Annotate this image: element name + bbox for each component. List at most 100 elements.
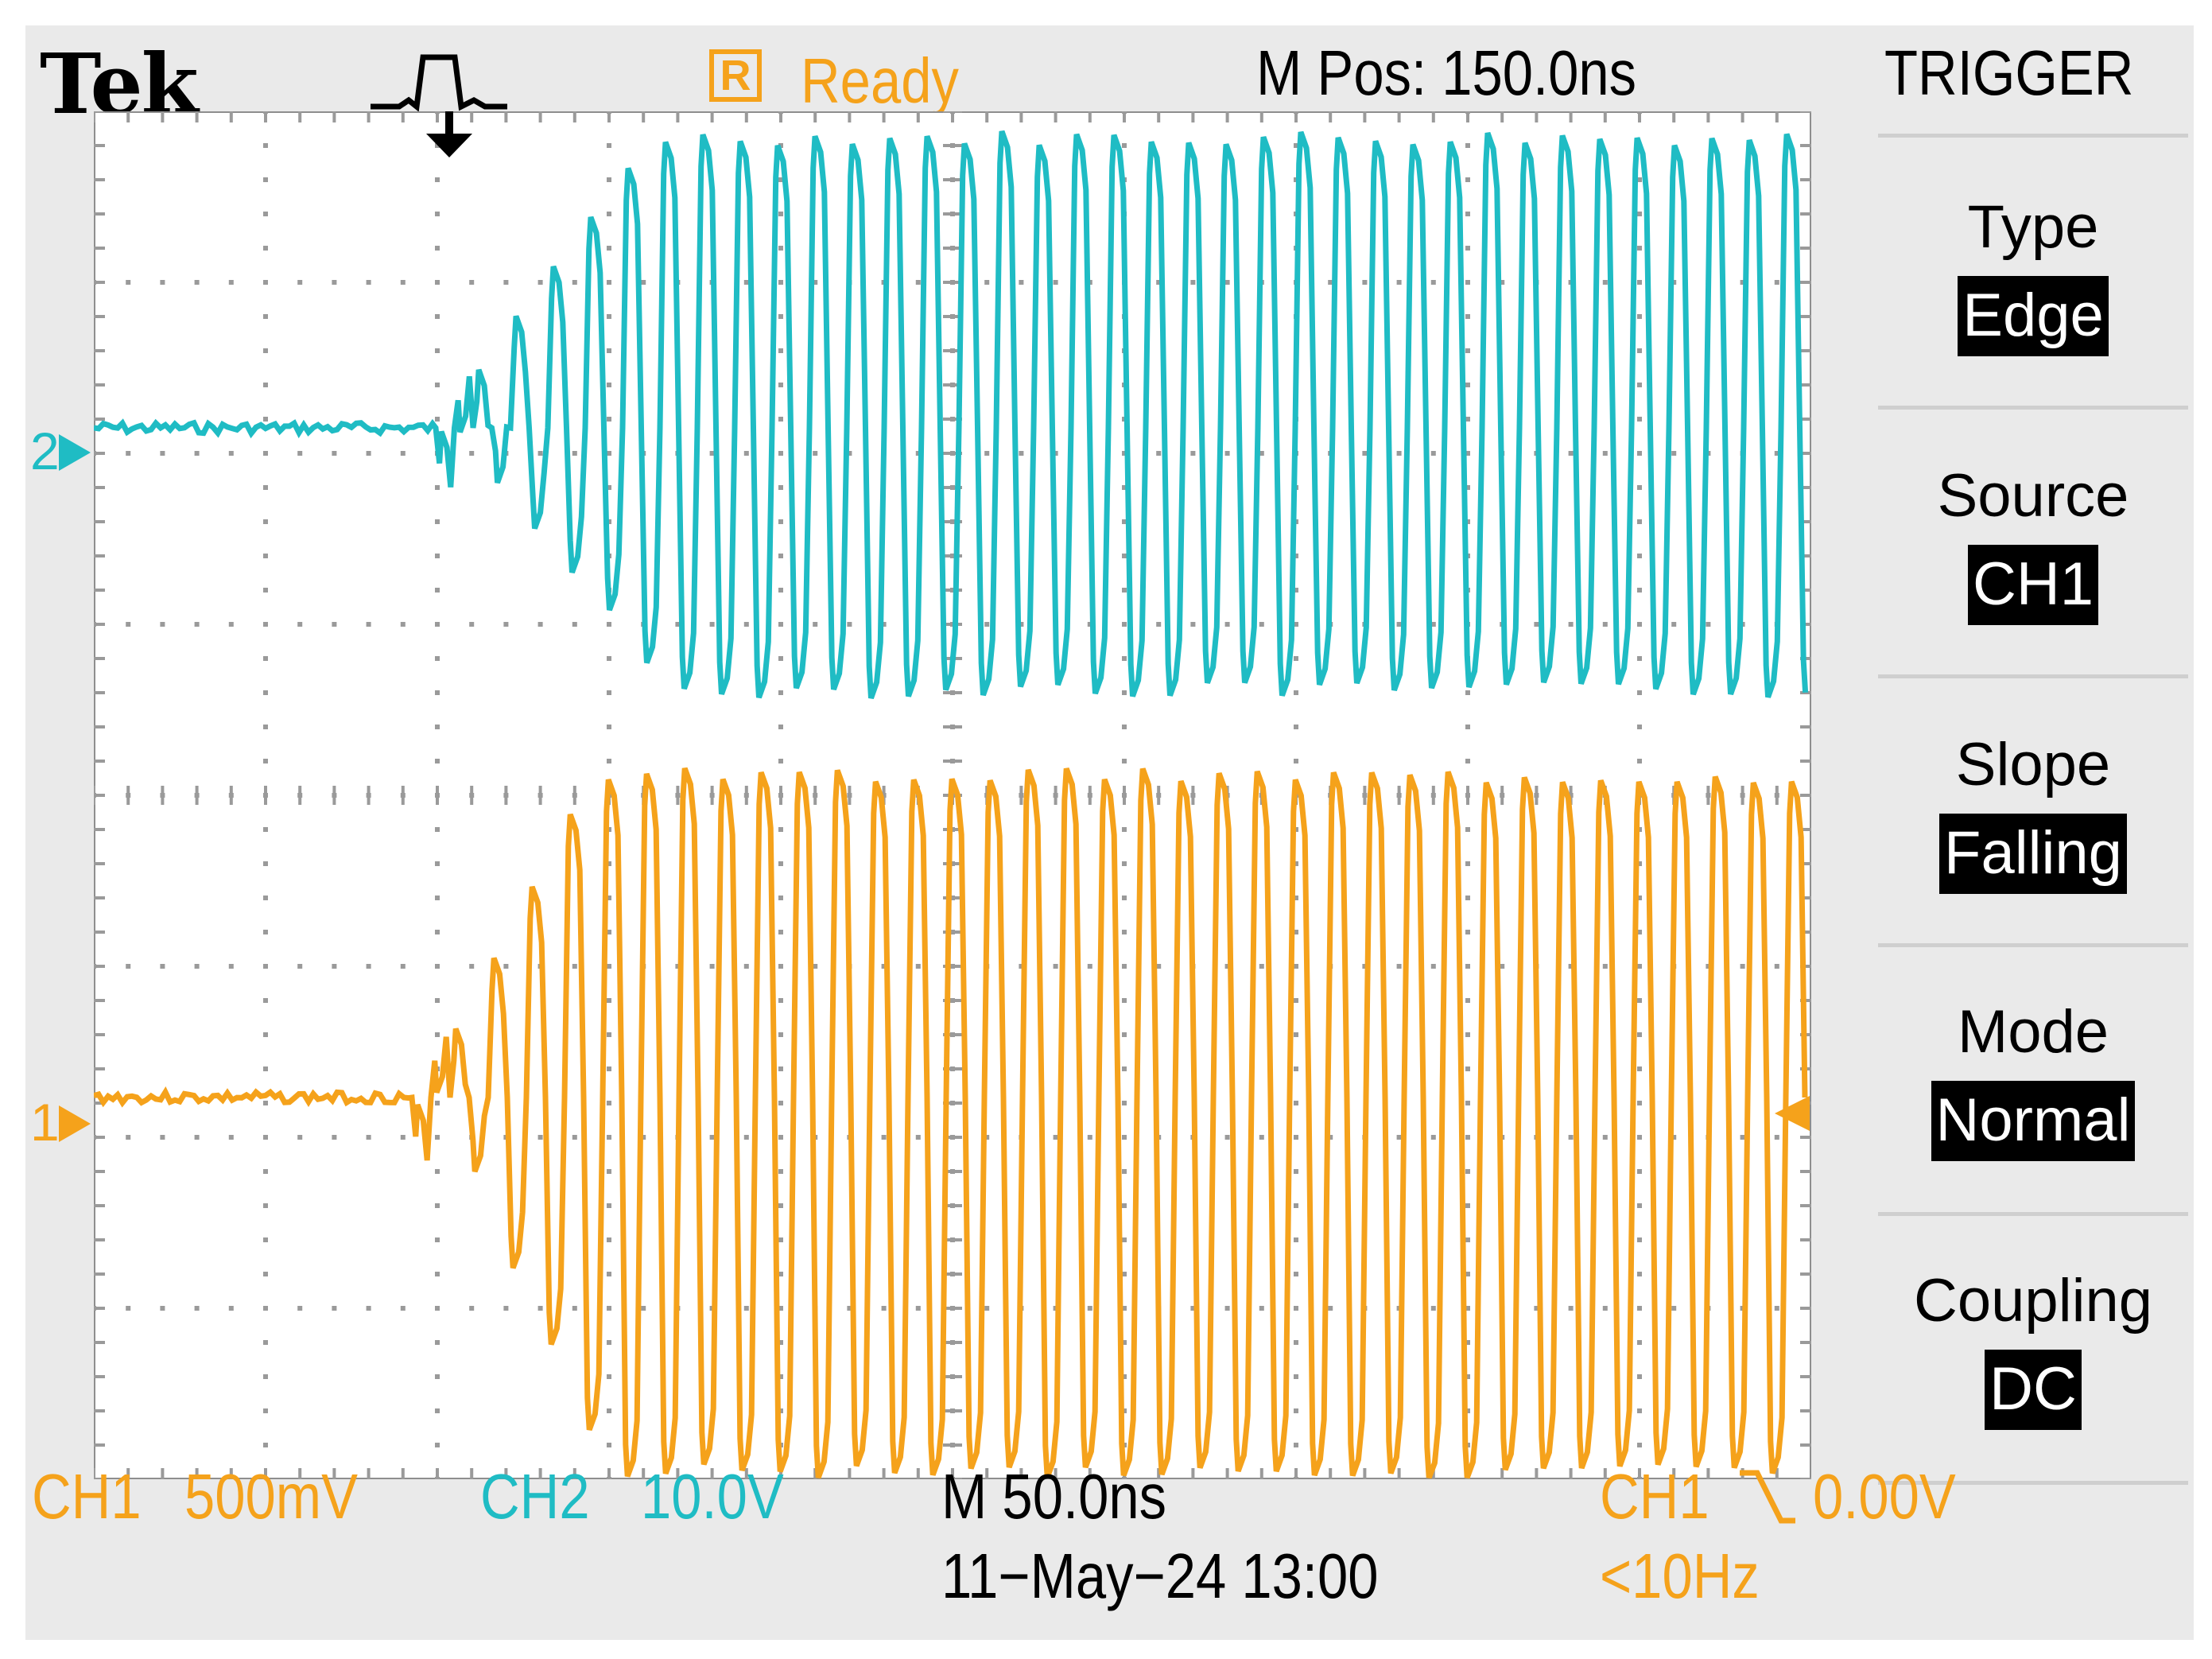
graticule-dot xyxy=(228,280,234,285)
graticule-dot xyxy=(984,280,990,285)
graticule-tick xyxy=(298,786,302,805)
graticule-tick xyxy=(882,786,886,805)
graticule-dot xyxy=(435,656,440,661)
graticule-tick xyxy=(943,486,962,489)
graticule-dot xyxy=(1190,280,1196,285)
graticule-tick xyxy=(943,1170,962,1173)
graticule-dot xyxy=(778,348,783,353)
graticule-tick xyxy=(1800,1443,1811,1447)
graticule-tick xyxy=(367,1468,371,1479)
graticule-dot xyxy=(1500,280,1505,285)
graticule-dot xyxy=(1465,690,1470,695)
graticule-tick xyxy=(1800,794,1811,797)
graticule-dot xyxy=(366,1306,371,1311)
menu-item-coupling[interactable]: Coupling DC xyxy=(1846,1266,2212,1430)
graticule-tick xyxy=(744,111,748,122)
graticule-dot xyxy=(1396,1135,1402,1140)
graticule-dot xyxy=(332,964,337,969)
graticule-tick xyxy=(94,999,105,1002)
graticule-dot xyxy=(435,177,440,182)
graticule-dot xyxy=(1259,1135,1264,1140)
graticule-dot xyxy=(263,348,268,353)
graticule-dot xyxy=(607,451,611,456)
graticule-dot xyxy=(1087,1306,1092,1311)
graticule-tick xyxy=(779,786,782,805)
graticule-tick xyxy=(943,520,962,523)
graticule-tick xyxy=(744,1468,748,1479)
graticule-tick xyxy=(1800,349,1811,352)
graticule-tick xyxy=(332,111,336,122)
graticule-dot xyxy=(607,485,611,490)
graticule-tick xyxy=(436,1468,439,1479)
graticule-dot xyxy=(607,1272,611,1276)
graticule-dot xyxy=(1294,622,1298,627)
graticule-dot xyxy=(435,246,440,251)
graticule-dot xyxy=(503,622,509,627)
graticule-dot xyxy=(1637,246,1642,251)
graticule-dot xyxy=(228,1306,234,1311)
graticule-tick xyxy=(1535,111,1539,122)
graticule-dot xyxy=(1087,964,1092,969)
graticule-dot xyxy=(1430,451,1436,456)
graticule-dot xyxy=(400,622,406,627)
menu-item-mode[interactable]: Mode Normal xyxy=(1846,997,2212,1161)
menu-item-label: Mode xyxy=(1957,998,2109,1066)
graticule-dot xyxy=(675,622,681,627)
graticule-dot xyxy=(263,725,268,729)
graticule-tick xyxy=(813,111,817,122)
graticule-dot xyxy=(778,725,783,729)
graticule-tick xyxy=(943,1307,962,1310)
graticule-dot xyxy=(1740,1135,1745,1140)
graticule-dot xyxy=(1019,451,1024,456)
graticule-tick xyxy=(985,111,989,122)
graticule-dot xyxy=(915,280,921,285)
graticule-tick xyxy=(161,786,165,805)
graticule-dot xyxy=(1637,1135,1642,1140)
graticule-dot xyxy=(263,930,268,934)
graticule-dot xyxy=(263,1272,268,1276)
graticule-dot xyxy=(1465,1272,1470,1276)
graticule-dot xyxy=(607,1135,611,1140)
graticule-dot xyxy=(641,1306,646,1311)
menu-item-slope[interactable]: Slope Falling xyxy=(1846,730,2212,894)
graticule-dot xyxy=(778,1203,783,1208)
graticule-tick xyxy=(1800,862,1811,865)
graticule-dot xyxy=(1637,212,1642,216)
graticule-dot xyxy=(1294,1066,1298,1071)
graticule-dot xyxy=(1465,348,1470,353)
graticule-dot xyxy=(1328,280,1333,285)
graticule-tick xyxy=(538,111,542,122)
menu-separator xyxy=(1878,134,2188,138)
graticule-tick xyxy=(298,1468,302,1479)
menu-item-label: Type xyxy=(1967,193,2099,261)
graticule-dot xyxy=(1294,1374,1298,1379)
graticule-tick xyxy=(1157,111,1161,122)
graticule-dot xyxy=(607,348,611,353)
graticule-tick xyxy=(1800,760,1811,763)
graticule-dot xyxy=(469,451,475,456)
graticule-dot xyxy=(1122,1032,1127,1037)
graticule-tick xyxy=(1800,383,1811,387)
graticule-dot xyxy=(160,964,165,969)
ch1-scale-readout: 500mV xyxy=(184,1461,358,1532)
graticule-tick xyxy=(94,1341,105,1344)
trigger-level-readout: 0.00V xyxy=(1813,1461,1956,1532)
ch2-marker-arrow-icon xyxy=(59,434,91,471)
graticule-tick xyxy=(229,111,233,122)
graticule-dot xyxy=(332,280,337,285)
graticule-tick xyxy=(943,1136,962,1139)
graticule-dot xyxy=(607,1443,611,1447)
menu-item-type[interactable]: Type Edge xyxy=(1846,192,2212,356)
graticule-dot xyxy=(1637,383,1642,387)
graticule-dot xyxy=(1122,964,1127,969)
graticule-dot xyxy=(1122,1066,1127,1071)
graticule-tick xyxy=(1500,111,1504,122)
graticule-dot xyxy=(607,1340,611,1345)
menu-item-source[interactable]: Source CH1 xyxy=(1846,461,2212,625)
graticule-dot xyxy=(881,622,887,627)
graticule-tick xyxy=(401,111,405,122)
graticule-dot xyxy=(332,1135,337,1140)
graticule-dot xyxy=(435,212,440,216)
graticule-dot xyxy=(1294,759,1298,763)
graticule-dot xyxy=(1259,451,1264,456)
